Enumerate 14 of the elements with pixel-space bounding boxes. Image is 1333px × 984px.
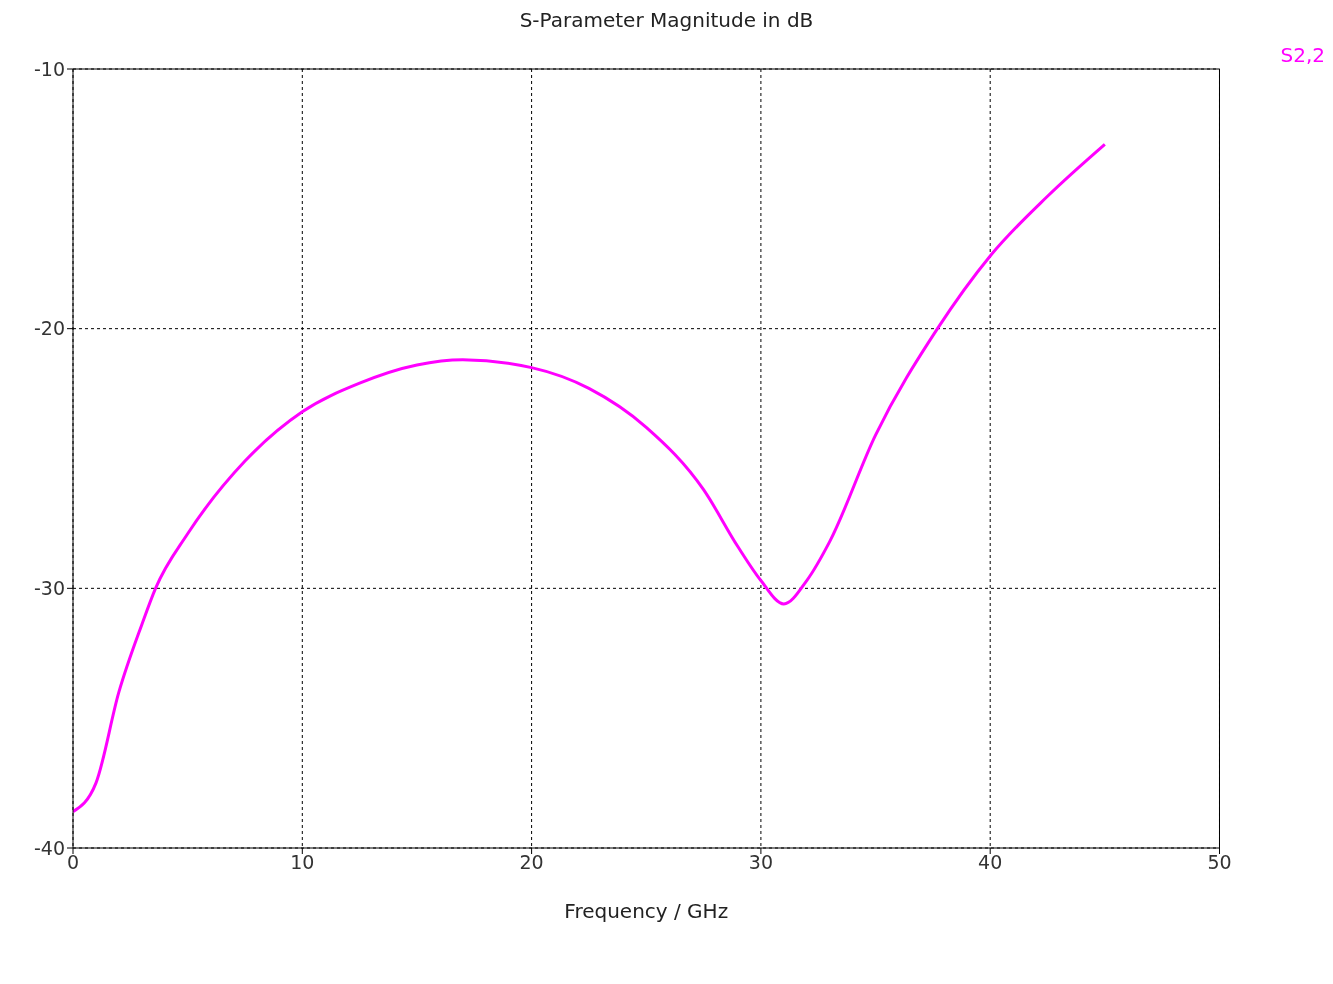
x-tick-label: 20	[519, 851, 544, 874]
y-tick-label: -10	[33, 57, 65, 80]
line-series	[73, 142, 1107, 814]
x-tick-label: 40	[978, 851, 1003, 874]
y-tick-label: -40	[33, 836, 65, 859]
y-tick-label: -30	[33, 577, 65, 600]
x-tick-label: 0	[66, 851, 80, 874]
y-tick-label: -20	[33, 317, 65, 340]
x-tick-label: 10	[290, 851, 315, 874]
x-axis-title: Frequency / GHz	[564, 899, 729, 923]
text: S2,2	[1280, 43, 1325, 67]
chart-title: S-Parameter Magnitude in dB	[518, 8, 815, 34]
x-tick-label: 50	[1207, 851, 1232, 874]
x-tick-label: 30	[748, 851, 773, 874]
